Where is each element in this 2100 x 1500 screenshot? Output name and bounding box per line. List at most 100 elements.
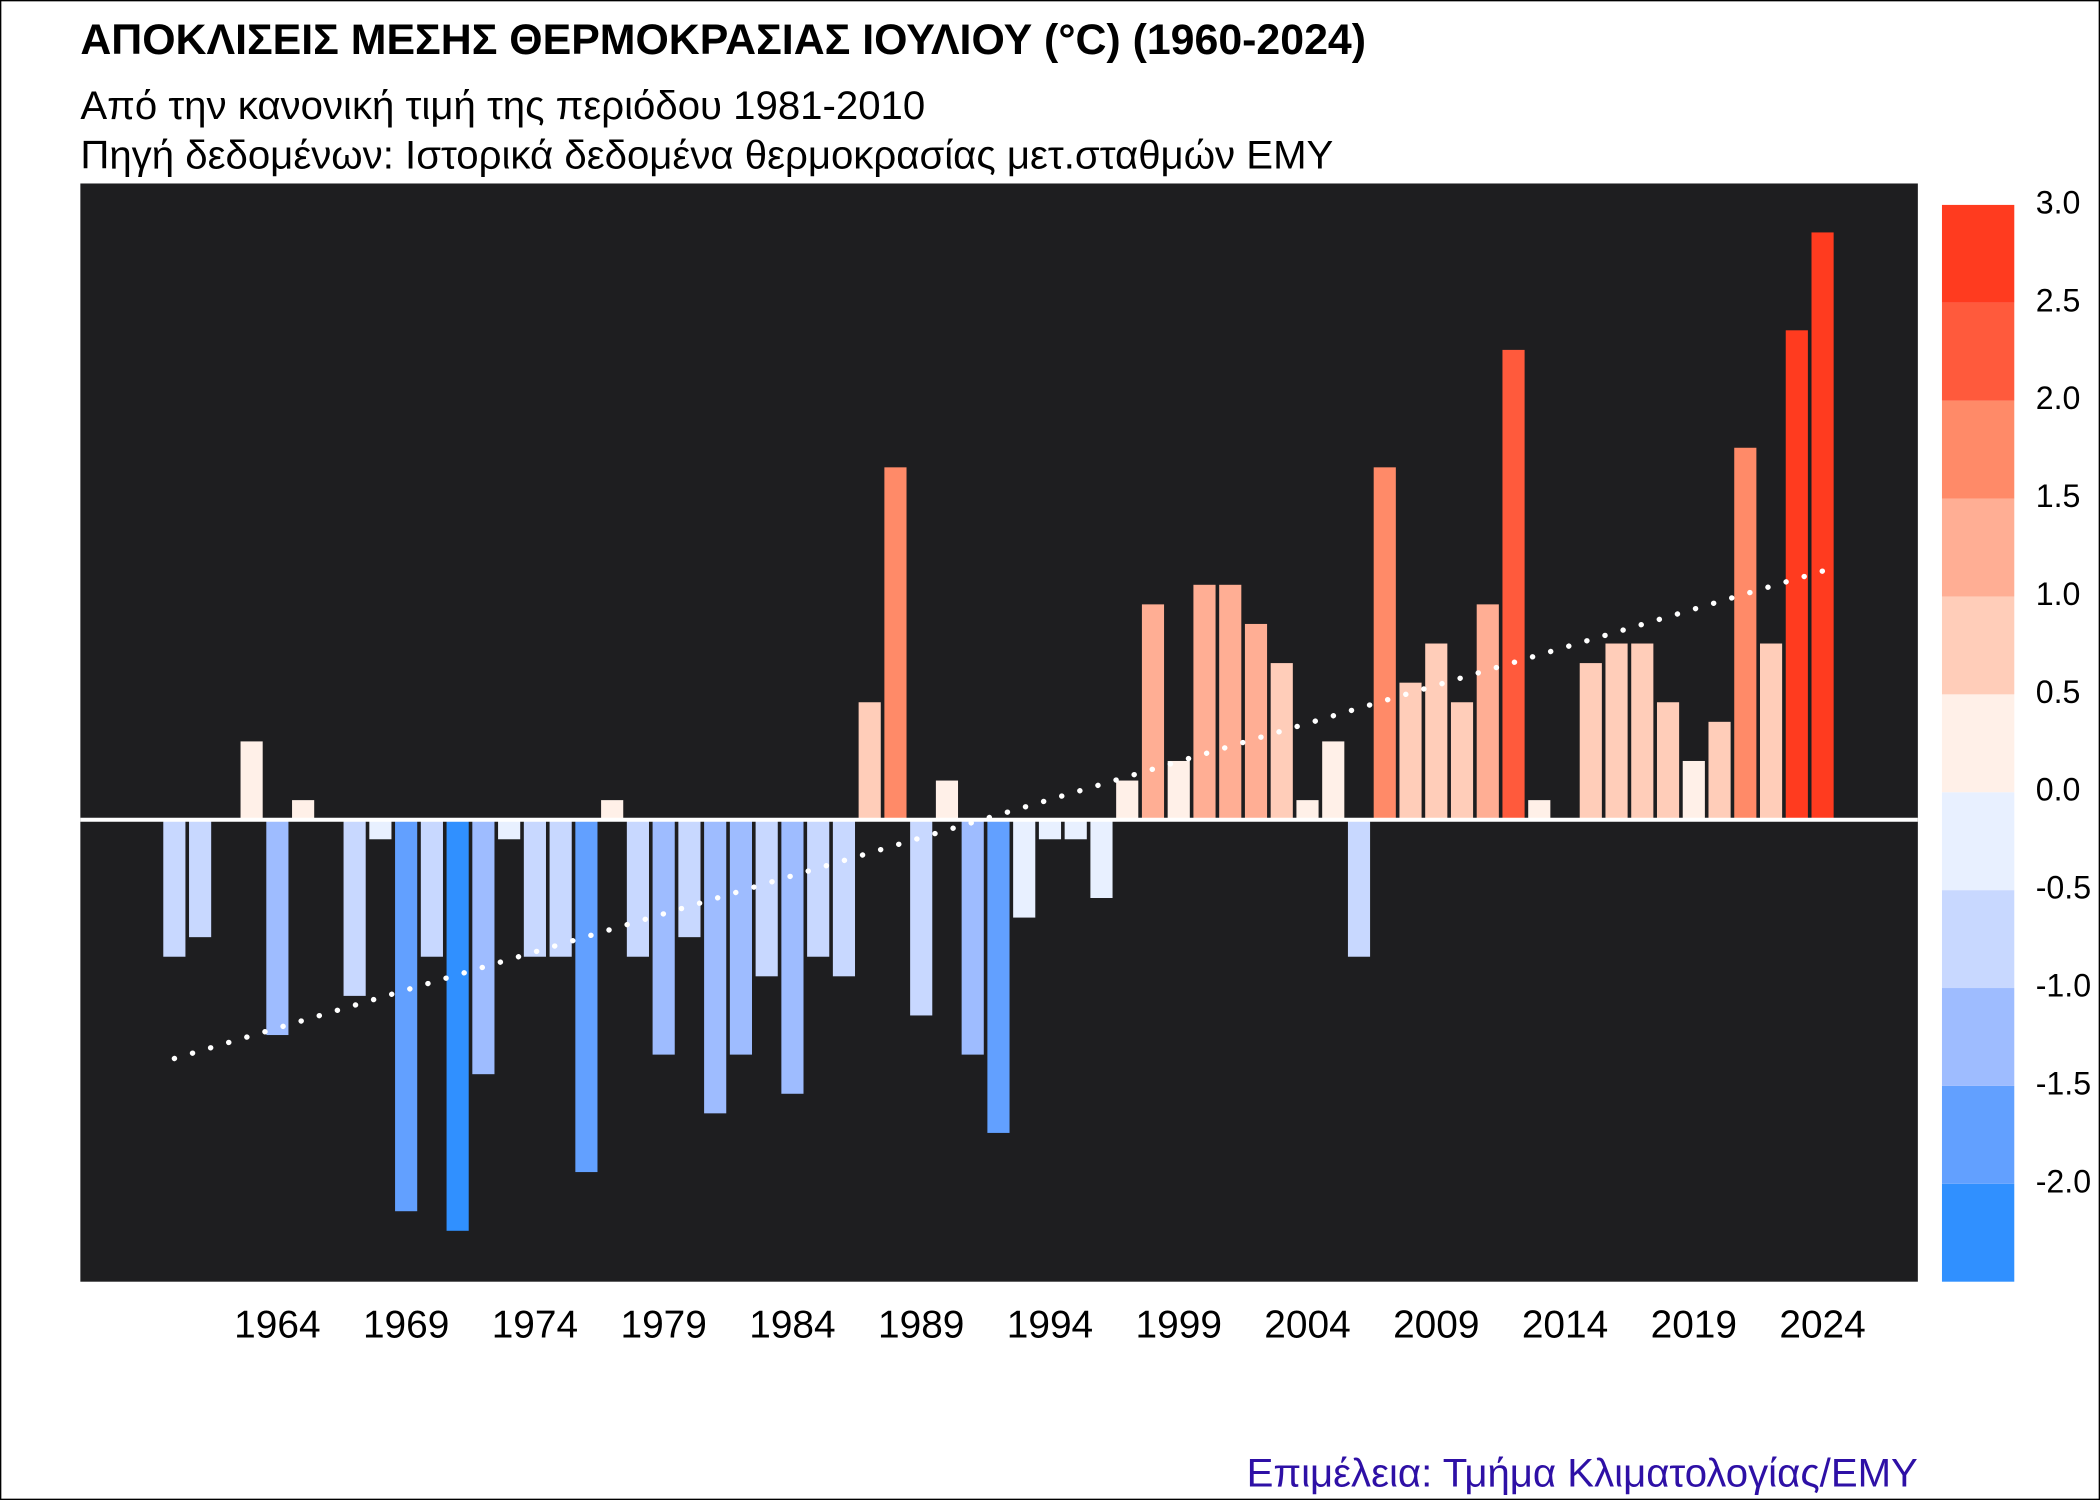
bar bbox=[626, 819, 649, 957]
bar bbox=[755, 819, 778, 977]
colorbar-swatch bbox=[1941, 1085, 2015, 1184]
bar bbox=[1708, 721, 1731, 820]
colorbar-swatch bbox=[1941, 498, 2015, 597]
x-tick-label: 1969 bbox=[363, 1303, 449, 1346]
bar bbox=[1785, 330, 1808, 820]
colorbar-tick-label: -1.5 bbox=[2036, 1065, 2091, 1101]
x-tick-label: 1984 bbox=[749, 1303, 835, 1346]
subtitle: Από την κανονική τιμή της περιόδου 1981-… bbox=[80, 83, 925, 128]
bar bbox=[575, 819, 598, 1173]
colorbar-tick-label: -2.0 bbox=[2036, 1163, 2091, 1199]
bar bbox=[395, 819, 418, 1212]
bar bbox=[1811, 232, 1834, 820]
bar bbox=[1193, 584, 1216, 820]
bar bbox=[472, 819, 495, 1075]
bar bbox=[1244, 623, 1268, 820]
colorbar-tick-label: 0.0 bbox=[2036, 772, 2081, 808]
colorbar-swatch bbox=[1941, 400, 2015, 499]
bar bbox=[910, 819, 933, 1016]
bar bbox=[678, 819, 701, 938]
bar bbox=[1399, 682, 1422, 820]
bar bbox=[1605, 643, 1628, 820]
bar bbox=[1116, 780, 1139, 820]
caption: Επιμέλεια: Τμήμα Κλιματολογίας/ΕΜΥ bbox=[1247, 1451, 1918, 1496]
chart-title: ΑΠΟΚΛΙΣΕΙΣ ΜΕΣΗΣ ΘΕΡΜΟΚΡΑΣΙΑΣ ΙΟΥΛΙΟΥ (°… bbox=[80, 16, 1366, 64]
colorbar-tick-label: 2.5 bbox=[2036, 282, 2081, 318]
bar bbox=[1141, 604, 1165, 820]
bar bbox=[807, 819, 830, 957]
colorbar-swatch bbox=[1941, 694, 2015, 793]
bar bbox=[189, 819, 212, 938]
bar bbox=[601, 800, 624, 820]
bar bbox=[935, 780, 959, 820]
bar bbox=[1270, 663, 1293, 820]
bar bbox=[1450, 702, 1474, 820]
bar bbox=[1579, 663, 1602, 820]
bar bbox=[832, 819, 856, 977]
bar bbox=[884, 467, 907, 820]
bar bbox=[1038, 819, 1062, 840]
bar bbox=[1219, 584, 1242, 820]
bar bbox=[1167, 760, 1190, 820]
colorbar-swatch bbox=[1941, 792, 2015, 891]
bar bbox=[1656, 702, 1680, 820]
x-tick-label: 1979 bbox=[620, 1303, 706, 1346]
x-tick-label: 2004 bbox=[1264, 1303, 1350, 1346]
bar bbox=[1502, 349, 1525, 820]
x-tick-label: 1974 bbox=[492, 1303, 578, 1346]
bar bbox=[858, 702, 881, 820]
bar bbox=[1064, 819, 1087, 840]
bar bbox=[987, 819, 1010, 1133]
bar bbox=[1682, 760, 1705, 820]
colorbar-swatch bbox=[1941, 890, 2015, 989]
x-tick-label: 1994 bbox=[1007, 1303, 1093, 1346]
colorbar-tick-label: 1.5 bbox=[2036, 478, 2081, 514]
bar bbox=[523, 819, 546, 957]
bar bbox=[1347, 819, 1371, 957]
bar bbox=[446, 819, 469, 1231]
subtitle: Πηγή δεδομένων: Ιστορικά δεδομένα θερμοκ… bbox=[80, 133, 1333, 178]
x-tick-label: 2024 bbox=[1779, 1303, 1865, 1346]
bar bbox=[240, 741, 263, 820]
bar bbox=[729, 819, 753, 1055]
bar bbox=[781, 819, 804, 1094]
colorbar-swatch bbox=[1941, 596, 2015, 695]
colorbar-swatch bbox=[1941, 1183, 2015, 1282]
bar bbox=[1631, 643, 1654, 820]
bar bbox=[1373, 467, 1396, 820]
colorbar-swatch bbox=[1941, 204, 2015, 303]
x-tick-label: 2019 bbox=[1651, 1303, 1737, 1346]
bar bbox=[652, 819, 675, 1055]
bar bbox=[1322, 741, 1345, 820]
x-tick-label: 2014 bbox=[1522, 1303, 1608, 1346]
x-tick-label: 1999 bbox=[1136, 1303, 1222, 1346]
bar bbox=[1013, 819, 1036, 918]
bar bbox=[1425, 643, 1448, 820]
bar bbox=[420, 819, 443, 957]
colorbar-tick-label: 2.0 bbox=[2036, 380, 2081, 416]
bar bbox=[163, 819, 186, 957]
colorbar-swatch bbox=[1941, 302, 2015, 401]
colorbar-tick-label: -1.0 bbox=[2036, 968, 2091, 1004]
bar bbox=[961, 819, 984, 1055]
colorbar-tick-label: 1.0 bbox=[2036, 576, 2081, 612]
bar bbox=[266, 819, 289, 1036]
bar bbox=[1090, 819, 1113, 899]
x-tick-label: 1989 bbox=[878, 1303, 964, 1346]
x-tick-label: 2009 bbox=[1393, 1303, 1479, 1346]
bar bbox=[1476, 604, 1499, 820]
bar bbox=[1734, 447, 1757, 820]
bar bbox=[343, 819, 366, 996]
colorbar-swatch bbox=[1941, 988, 2015, 1086]
bar bbox=[1759, 643, 1783, 820]
bar bbox=[1296, 800, 1319, 820]
bar bbox=[704, 819, 727, 1114]
colorbar-tick-label: 3.0 bbox=[2036, 184, 2081, 220]
bar bbox=[498, 819, 521, 840]
bar bbox=[1528, 800, 1551, 820]
bar bbox=[292, 800, 315, 820]
x-tick-label: 1964 bbox=[234, 1303, 320, 1346]
colorbar-tick-label: -0.5 bbox=[2036, 870, 2091, 906]
bar bbox=[369, 819, 392, 840]
